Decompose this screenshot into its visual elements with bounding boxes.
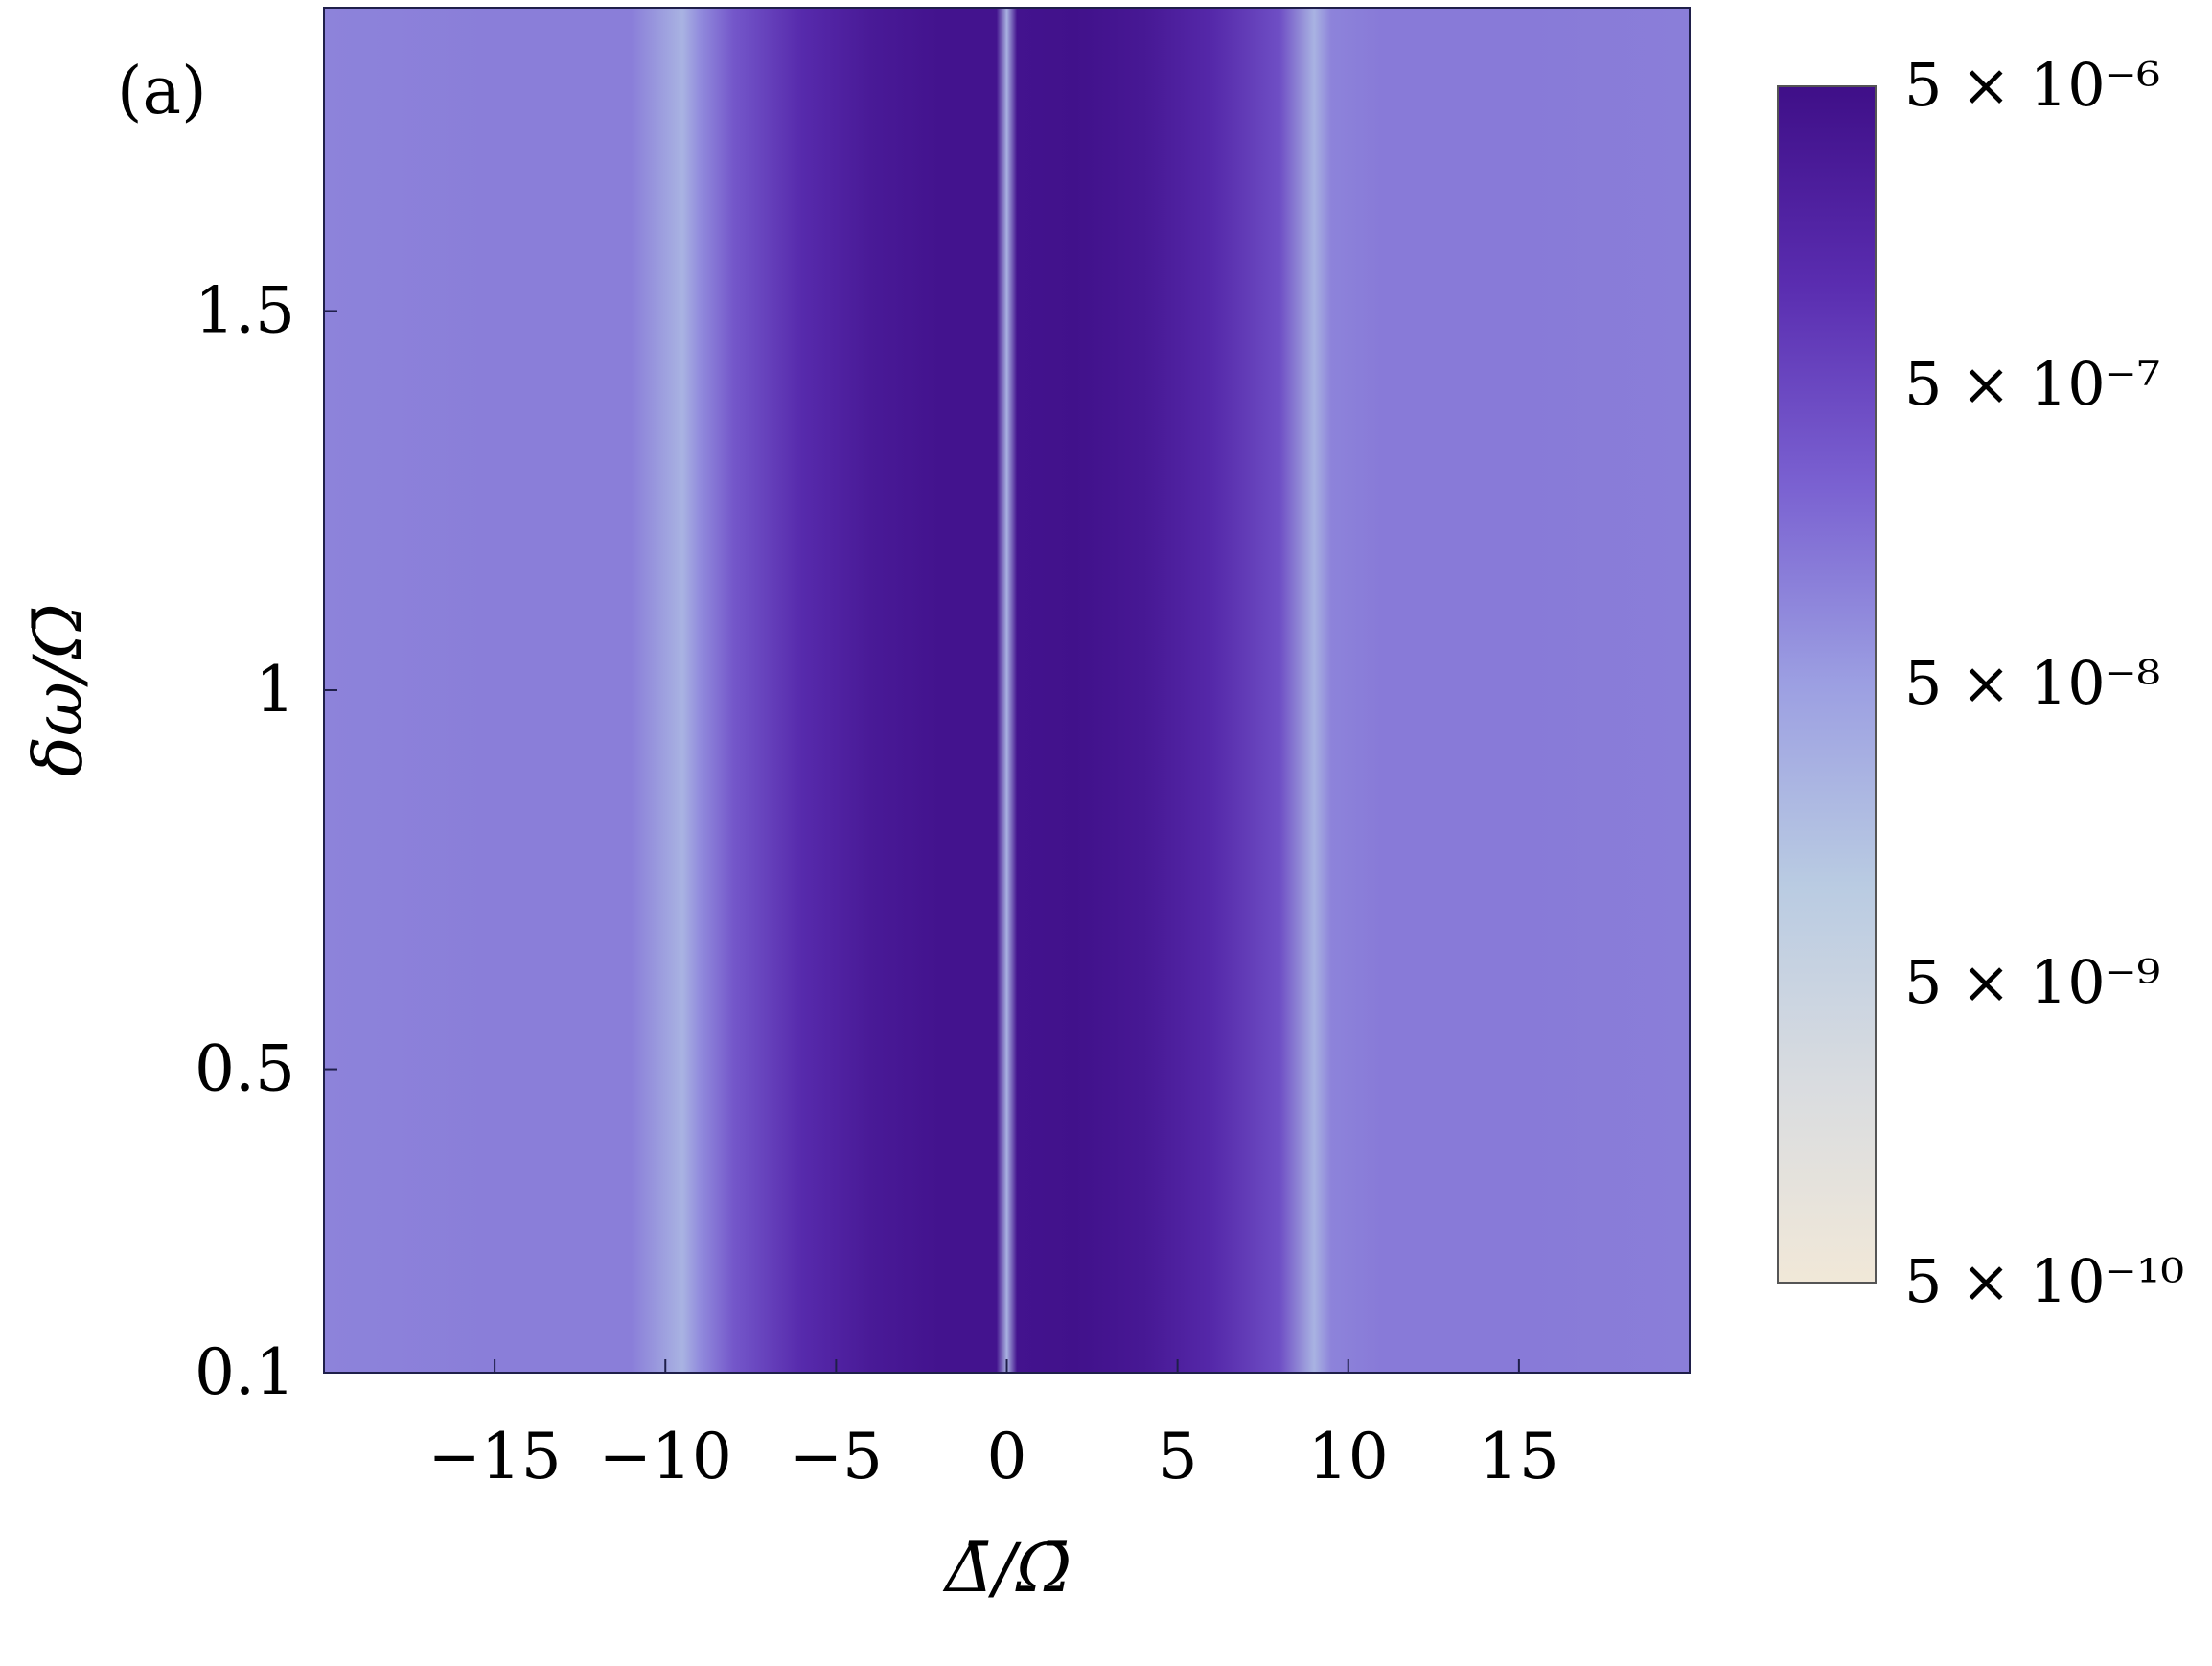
x-tick-label: −5 xyxy=(790,1420,883,1493)
colorbar-tick-label: 5 × 10⁻⁸ xyxy=(1904,648,2160,718)
x-tick-label: 0 xyxy=(987,1420,1027,1493)
colorbar-ticks: 5 × 10⁻⁶ 5 × 10⁻⁷ 5 × 10⁻⁸ 5 × 10⁻⁹ 5 × 10⁻¹… xyxy=(1904,50,2184,1316)
heatmap-image xyxy=(324,8,1690,1373)
y-tick-label: 0.5 xyxy=(195,1032,295,1106)
x-tick-label: 15 xyxy=(1479,1420,1559,1493)
colorbar: 5 × 10⁻⁶ 5 × 10⁻⁷ 5 × 10⁻⁸ 5 × 10⁻⁹ 5 × 10⁻¹… xyxy=(1777,50,2184,1316)
y-axis-label: δω/Ω̄ xyxy=(19,604,98,777)
colorbar-bar xyxy=(1777,85,1877,1284)
x-axis-ticks: −15 −10 −5 0 5 10 15 xyxy=(427,1359,1559,1493)
x-tick-label: 5 xyxy=(1158,1420,1198,1493)
x-tick-label: −10 xyxy=(599,1420,732,1493)
panel-label: (a) xyxy=(117,54,207,129)
x-tick-label: 10 xyxy=(1308,1420,1389,1493)
colorbar-tick-label: 5 × 10⁻⁶ xyxy=(1904,50,2160,120)
colorbar-tick-label: 5 × 10⁻¹⁰ xyxy=(1904,1246,2184,1316)
y-axis-ticks: 0.1 0.5 1 1.5 xyxy=(195,273,337,1409)
colorbar-tick-label: 5 × 10⁻⁷ xyxy=(1904,349,2160,419)
plot-area: −15 −10 −5 0 5 10 15 0.1 0.5 1 1.5 xyxy=(195,7,1691,1493)
x-axis-label: Δ̄/Ω̄ xyxy=(942,1529,1071,1608)
y-tick-label: 1.5 xyxy=(195,273,295,347)
x-tick-label: −15 xyxy=(427,1420,561,1493)
colorbar-tick-label: 5 × 10⁻⁹ xyxy=(1904,947,2160,1017)
y-tick-label: 1 xyxy=(255,653,295,727)
y-tick-label: 0.1 xyxy=(195,1335,295,1409)
